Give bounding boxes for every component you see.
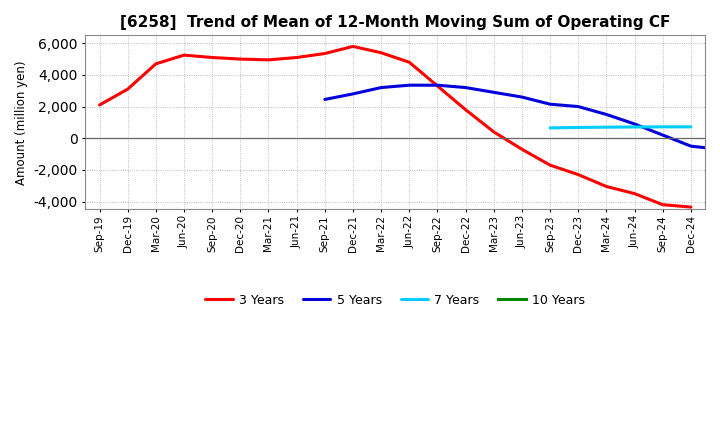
- 3 Years: [123, 87, 132, 92]
- 7 Years: [574, 125, 582, 130]
- 5 Years: [348, 91, 357, 96]
- 3 Years: [95, 103, 104, 108]
- 5 Years: [377, 85, 385, 90]
- 5 Years: [546, 102, 554, 107]
- 3 Years: [151, 61, 160, 66]
- 3 Years: [320, 51, 329, 56]
- 3 Years: [208, 55, 217, 60]
- 3 Years: [348, 44, 357, 49]
- 3 Years: [433, 83, 442, 88]
- 7 Years: [602, 125, 611, 130]
- 5 Years: [320, 97, 329, 102]
- 7 Years: [687, 124, 696, 129]
- 3 Years: [490, 129, 498, 135]
- 3 Years: [574, 172, 582, 177]
- 5 Years: [715, 147, 720, 152]
- 5 Years: [687, 143, 696, 149]
- Line: 3 Years: 3 Years: [99, 46, 691, 207]
- 3 Years: [236, 56, 245, 62]
- Line: 7 Years: 7 Years: [550, 127, 691, 128]
- 5 Years: [518, 95, 526, 100]
- 3 Years: [518, 147, 526, 152]
- 5 Years: [405, 83, 413, 88]
- Line: 5 Years: 5 Years: [325, 85, 719, 149]
- 5 Years: [574, 104, 582, 109]
- 3 Years: [462, 107, 470, 112]
- 7 Years: [658, 124, 667, 129]
- 5 Years: [462, 85, 470, 90]
- 3 Years: [546, 162, 554, 168]
- Title: [6258]  Trend of Mean of 12-Month Moving Sum of Operating CF: [6258] Trend of Mean of 12-Month Moving …: [120, 15, 670, 30]
- 5 Years: [490, 90, 498, 95]
- 3 Years: [687, 205, 696, 210]
- 5 Years: [433, 83, 442, 88]
- Legend: 3 Years, 5 Years, 7 Years, 10 Years: 3 Years, 5 Years, 7 Years, 10 Years: [200, 289, 590, 312]
- 3 Years: [264, 57, 273, 62]
- 3 Years: [630, 191, 639, 196]
- 3 Years: [658, 202, 667, 207]
- 3 Years: [377, 50, 385, 55]
- 5 Years: [658, 132, 667, 138]
- 3 Years: [292, 55, 301, 60]
- 5 Years: [602, 112, 611, 117]
- 3 Years: [180, 52, 189, 58]
- 5 Years: [630, 121, 639, 127]
- 7 Years: [630, 125, 639, 130]
- 7 Years: [546, 125, 554, 131]
- 3 Years: [602, 184, 611, 189]
- 3 Years: [405, 59, 413, 65]
- Y-axis label: Amount (million yen): Amount (million yen): [15, 60, 28, 185]
